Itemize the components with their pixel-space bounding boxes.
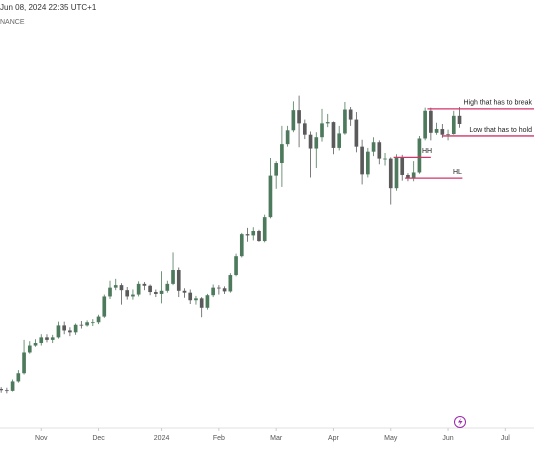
candle-body [371,142,376,152]
candle-body [228,275,233,292]
candle-body [239,234,244,257]
candle-body [159,290,164,294]
candle-body [211,287,215,296]
candle-body [394,157,399,189]
candle-body [131,294,135,297]
candle-body [377,142,382,159]
candle-body [406,174,410,178]
candle-body [119,285,124,291]
x-tick-label: Nov [35,435,48,442]
candle-body [102,296,107,317]
candle-body [314,137,319,149]
x-tick-label: 2024 [154,435,170,442]
candle-body [154,292,158,294]
lightning-icon [458,418,463,426]
x-tick-label: May [384,435,398,442]
candle-body [113,285,118,288]
candle-body [337,133,342,148]
candle-body [222,288,227,292]
candle-body [90,322,95,324]
candle-body [262,217,267,242]
candle-body [308,134,313,149]
candle-body [383,158,387,160]
x-tick-label: Apr [328,435,340,442]
candle-body [62,325,67,331]
candle-body [457,115,462,124]
chart-title: Jun 08, 2024 22:35 UTC+1 [0,3,97,12]
candle-body [5,390,9,392]
candle-body [446,134,450,135]
candle-body [245,234,250,236]
candle-body [388,158,393,189]
candle-body [50,337,55,340]
candle-body [171,270,175,284]
candle-body [234,256,238,276]
candle-body [434,129,439,133]
candle-body [176,270,181,291]
chart-subtitle: NANCE [0,19,25,26]
candle-body [182,290,187,293]
level-label: High that has to break [464,100,533,107]
candle-body [257,230,261,242]
x-tick-label: Jun [442,435,453,442]
candle-body [325,122,330,124]
candle-body [96,316,101,323]
candle-body [33,343,38,346]
candle-body [400,157,405,175]
candle-body [56,325,61,338]
candle-body [354,119,359,147]
candle-body [85,322,89,326]
candle-body [142,283,147,286]
candle-body [45,337,49,340]
candle-body [136,283,141,295]
x-tick-label: Jul [501,435,510,442]
candle-body [188,292,193,301]
candle-body [417,138,422,173]
level-label: HL [453,169,462,176]
candle-body [39,337,44,344]
candle-body [320,123,324,138]
candle-body [27,345,32,353]
candle-body [148,285,152,293]
candle-body [22,352,26,374]
candle-body [79,324,84,326]
candle-body [125,290,130,297]
candle-body [199,298,204,308]
candle-body [251,230,256,236]
replay-button[interactable] [454,416,466,428]
candle-body [411,172,416,178]
candle-body [440,129,445,135]
x-tick-label: Dec [92,435,105,442]
candle-body [194,298,198,301]
candle-body [348,109,353,120]
candle-body [0,388,3,391]
candle-body [217,287,221,289]
candle-body [343,109,347,134]
candle-body [10,381,15,391]
candle-body [331,122,336,148]
candle-body [268,175,273,218]
candle-body [423,110,427,139]
x-tick-label: Feb [213,435,225,442]
candle-body [291,110,296,131]
candle-body [366,151,370,175]
candle-body [205,295,210,308]
candle-body [302,123,307,135]
x-tick-label: Mar [270,435,283,442]
level-label: Low that has to hold [469,127,532,134]
candle-body [165,283,170,291]
candle-body [429,110,433,133]
candle-body [274,163,279,176]
candle-body [285,130,290,145]
candle-body [297,110,301,124]
candle-body [73,324,78,333]
candle-body [280,144,284,164]
candle-body [360,146,364,175]
candle-body [16,373,21,382]
candle-body [451,115,456,135]
candle-body [108,287,112,297]
level-label: HH [422,148,432,155]
candle-body [68,330,72,333]
